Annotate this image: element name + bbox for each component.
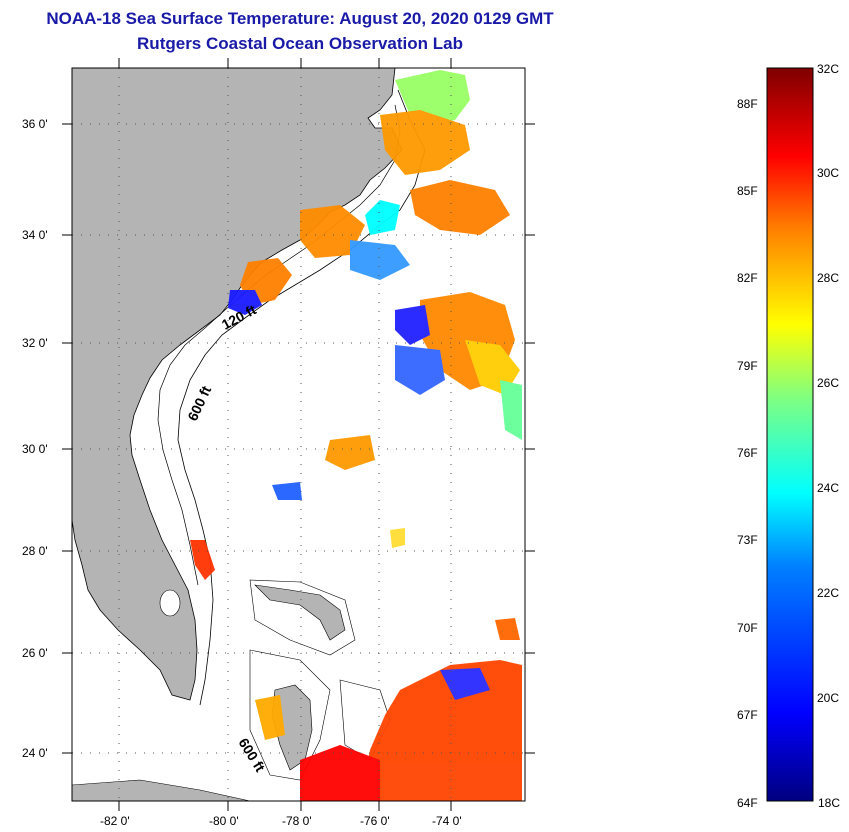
colorbar-celsius-label: 30C [817,166,840,180]
land-southeast-us [72,68,403,701]
colorbar-celsius-label: 22C [817,586,840,600]
colorbar-celsius-label: 26C [817,376,840,390]
lon-tick-label: -82 0' [100,814,130,828]
lat-tick-label: 34 0' [22,228,48,242]
bahamas-grand-bahama [254,584,346,641]
colorbar-celsius-label: 32C [817,62,840,76]
colorbar [766,67,814,802]
isobath-120ft [157,104,401,586]
lon-tick-label: -80 0' [209,814,239,828]
sst-data-layer [190,70,522,801]
lat-tick-label: 28 0' [22,544,48,558]
lat-tick-label: 26 0' [22,646,48,660]
map-subtitle: Rutgers Coastal Ocean Observation Lab [137,34,463,53]
map-title: NOAA-18 Sea Surface Temperature: August … [46,9,554,28]
lat-tick-label: 32 0' [22,336,48,350]
colorbar-fahrenheit-label: 88F [737,97,758,111]
colorbar-fahrenheit-label: 85F [737,184,758,198]
colorbar-fahrenheit-label: 76F [737,446,758,460]
colorbar-celsius-label: 18C [818,796,841,810]
colorbar-fahrenheit-label: 82F [737,271,758,285]
colorbar-celsius-label: 28C [817,271,840,285]
cuba-coast [72,779,251,801]
lake-okeechobee [159,589,181,617]
colorbar-fahrenheit-label: 70F [737,621,758,635]
lat-tick-label: 24 0' [22,746,48,760]
colorbar-fahrenheit-label: 79F [737,359,758,373]
lon-tick-label: -74 0' [432,814,462,828]
lon-tick-label: -78 0' [282,814,312,828]
colorbar-fahrenheit-label: 73F [737,533,758,547]
colorbar-celsius-label: 20C [817,691,840,705]
colorbar-fahrenheit-label: 67F [737,708,758,722]
lat-tick-label: 36 0' [22,117,48,131]
lat-tick-label: 30 0' [22,442,48,456]
axis-ticks [62,58,535,811]
colorbar-celsius-label: 24C [817,481,840,495]
lon-tick-label: -76 0' [360,814,390,828]
map-frame [71,67,526,802]
colorbar-fahrenheit-label: 64F [737,796,758,810]
